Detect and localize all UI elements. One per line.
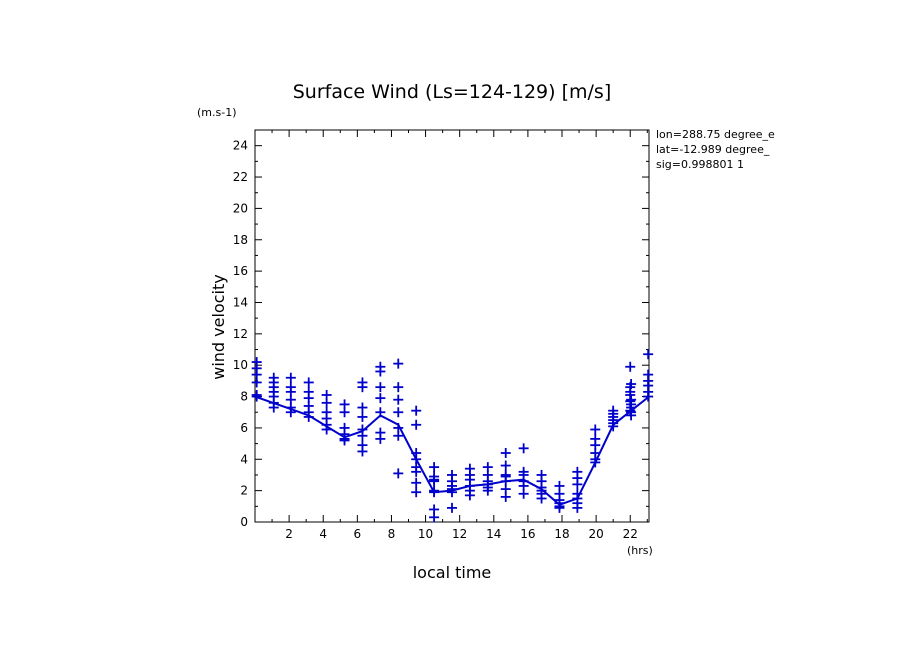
scatter-point xyxy=(357,411,368,422)
x-tick-label: 22 xyxy=(623,527,638,541)
x-tick-label: 14 xyxy=(486,527,501,541)
x-tick-label: 20 xyxy=(588,527,603,541)
y-tick-label: 16 xyxy=(233,264,248,278)
scatter-point xyxy=(482,485,493,496)
x-tick-label: 4 xyxy=(319,527,327,541)
x-tick-label: 10 xyxy=(418,527,433,541)
scatter-point xyxy=(625,396,636,407)
plot-frame xyxy=(254,129,650,523)
y-tick-label: 4 xyxy=(240,452,248,466)
y-tick-label: 12 xyxy=(233,327,248,341)
x-tick-label: 2 xyxy=(285,527,293,541)
scatter-point xyxy=(429,462,440,473)
scatter-point xyxy=(357,382,368,393)
y-tick-label: 24 xyxy=(233,139,248,153)
y-tick-label: 8 xyxy=(240,390,248,404)
scatter-point xyxy=(536,493,547,504)
scatter-point xyxy=(590,457,601,468)
scatter-point xyxy=(251,391,262,402)
x-tick-label: 8 xyxy=(388,527,396,541)
scatter-point xyxy=(411,405,422,416)
scatter-point xyxy=(447,502,457,513)
x-axis-label: local time xyxy=(413,563,492,582)
x-axis-unit: (hrs) xyxy=(627,544,653,557)
scatter-point xyxy=(393,468,404,479)
y-axis-label: wind velocity xyxy=(209,274,228,379)
y-tick-label: 20 xyxy=(233,201,248,215)
scatter-point xyxy=(357,430,368,441)
annotation-sig: sig=0.998801 1 xyxy=(656,158,744,171)
y-tick-label: 6 xyxy=(240,421,248,435)
y-axis-unit: (m.s-1) xyxy=(197,106,237,119)
scatter-point xyxy=(393,358,404,369)
scatter-point xyxy=(375,382,386,393)
y-tick-label: 2 xyxy=(240,484,248,498)
scatter-point xyxy=(411,477,422,488)
annotation-lon: lon=288.75 degree_e xyxy=(656,128,775,141)
scatter-point xyxy=(608,421,619,432)
scatter-point xyxy=(375,407,386,418)
x-tick-label: 16 xyxy=(520,527,535,541)
scatter-point xyxy=(447,487,457,498)
scatter-point xyxy=(303,411,314,422)
scatter-point xyxy=(339,435,350,446)
x-tick-label: 12 xyxy=(452,527,467,541)
scatter-point xyxy=(590,424,601,435)
scatter-point xyxy=(321,424,332,435)
scatter-point xyxy=(339,407,350,418)
scatter-point xyxy=(464,490,475,501)
scatter-point xyxy=(643,349,654,360)
series-points xyxy=(251,349,654,523)
scatter-point xyxy=(268,402,279,413)
scatter-point xyxy=(321,397,332,408)
y-tick-label: 10 xyxy=(233,358,248,372)
y-tick-label: 22 xyxy=(233,170,248,184)
y-tick-label: 14 xyxy=(233,295,248,309)
scatter-point xyxy=(411,419,422,430)
x-tick-label: 6 xyxy=(354,527,362,541)
scatter-point xyxy=(572,502,583,513)
scatter-point xyxy=(500,491,511,502)
scatter-point xyxy=(554,502,565,513)
scatter-point xyxy=(375,393,386,404)
x-tick-label: 18 xyxy=(554,527,569,541)
scatter-point xyxy=(500,460,511,471)
scatter-point xyxy=(375,433,386,444)
scatter-point xyxy=(357,402,368,413)
annotation-lat: lat=-12.989 degree_ xyxy=(656,143,770,156)
scatter-point xyxy=(393,430,404,441)
scatter-point xyxy=(393,394,404,405)
y-tick-label: 18 xyxy=(233,233,248,247)
axes xyxy=(254,129,650,523)
scatter-point xyxy=(500,448,511,459)
scatter-point xyxy=(411,487,422,498)
scatter-point xyxy=(429,476,440,487)
scatter-point xyxy=(429,487,440,498)
scatter-point xyxy=(285,407,296,418)
scatter-point xyxy=(411,466,422,477)
chart-title: Surface Wind (Ls=124-129) [m/s] xyxy=(293,81,612,103)
scatter-point xyxy=(518,488,529,499)
scatter-point xyxy=(393,407,404,418)
scatter-point xyxy=(303,377,314,388)
scatter-point xyxy=(251,377,262,388)
scatter-point xyxy=(625,405,636,416)
scatter-point xyxy=(625,361,636,372)
scatter-point xyxy=(518,443,529,454)
scatter-point xyxy=(375,366,386,377)
scatter-point xyxy=(285,372,296,383)
scatter-point xyxy=(429,512,440,523)
scatter-point xyxy=(357,446,368,457)
scatter-point xyxy=(643,391,654,402)
y-tick-label: 0 xyxy=(240,515,248,529)
scatter-point xyxy=(572,479,583,490)
scatter-point xyxy=(393,382,404,393)
